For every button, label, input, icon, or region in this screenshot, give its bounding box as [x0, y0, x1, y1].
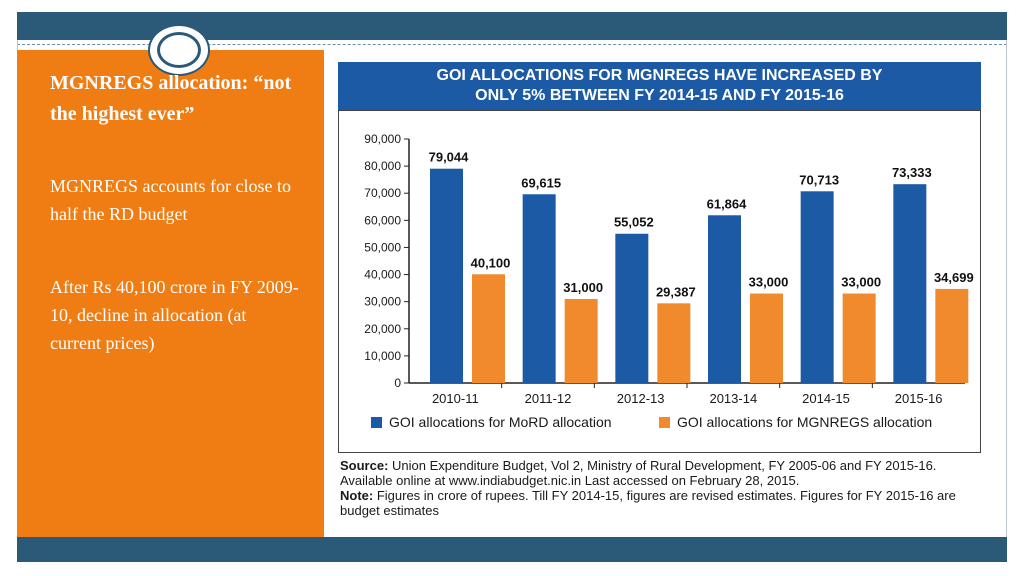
y-tick-label: 0 — [394, 376, 401, 390]
x-tick-label: 2012-13 — [617, 391, 665, 406]
y-tick-label: 40,000 — [364, 268, 401, 282]
bar-mgnregs — [935, 288, 969, 383]
y-tick-label: 10,000 — [364, 349, 401, 363]
bullet-paragraph-2: After Rs 40,100 crore in FY 2009-10, dec… — [50, 277, 299, 353]
left-panel — [17, 50, 324, 537]
bar-mord — [893, 184, 927, 383]
data-label: 33,000 — [841, 275, 881, 290]
data-label: 34,699 — [934, 270, 974, 285]
data-label: 61,864 — [707, 196, 748, 211]
y-tick-label: 80,000 — [364, 159, 401, 173]
bar-mgnregs — [472, 274, 505, 383]
figures-note: Note: Figures in crore of rupees. Till F… — [340, 488, 985, 518]
note-label: Note: — [340, 488, 374, 503]
data-label: 40,100 — [471, 255, 511, 270]
legend-swatch-mgnregs — [659, 417, 670, 428]
chart-title: GOI ALLOCATIONS FOR MGNREGS HAVE INCREAS… — [338, 62, 981, 110]
data-label: 33,000 — [749, 275, 789, 290]
bar-chart: 0 10,000 20,000 30,000 40,000 50,000 60,000 70,… — [364, 132, 974, 430]
bar-mord — [708, 215, 741, 383]
x-tick-label: 2014-15 — [802, 391, 850, 406]
x-tick-label: 2010-11 — [432, 391, 479, 406]
bullet-paragraph-1: MGNREGS accounts for close to half the R… — [50, 176, 291, 224]
ring-ornament-icon — [148, 24, 210, 76]
source-label: Source: — [340, 458, 389, 473]
data-label: 31,000 — [563, 280, 603, 295]
bar-mord — [615, 233, 649, 383]
bar-mgnregs — [842, 293, 876, 383]
footer-bar — [17, 537, 1007, 562]
legend-label-mgnregs: GOI allocations for MGNREGS allocation — [677, 414, 932, 430]
data-label: 79,044 — [429, 150, 470, 165]
bar-mord — [800, 191, 834, 383]
chart-notes: Source: Union Expenditure Budget, Vol 2,… — [340, 458, 985, 518]
data-label: 69,615 — [521, 175, 561, 190]
y-tick-label: 30,000 — [364, 295, 401, 309]
note-text: Figures in crore of rupees. Till FY 2014… — [340, 488, 956, 518]
data-label: 73,333 — [892, 165, 932, 180]
legend-swatch-mord — [371, 417, 382, 428]
header-divider — [17, 44, 1007, 45]
bar-mord — [522, 194, 556, 383]
data-label: 29,387 — [656, 284, 696, 299]
chart-container: 0 10,000 20,000 30,000 40,000 50,000 60,000 70,… — [338, 110, 981, 453]
slide-title: MGNREGS allocation: “not the highest eve… — [50, 72, 292, 125]
bar-mgnregs — [564, 298, 598, 383]
chart-title-line-1: GOI ALLOCATIONS FOR MGNREGS HAVE INCREAS… — [436, 67, 883, 84]
x-tick-label: 2013-14 — [709, 391, 757, 406]
data-label: 55,052 — [614, 215, 654, 230]
y-tick-label: 50,000 — [364, 240, 401, 254]
source-note: Source: Union Expenditure Budget, Vol 2,… — [340, 458, 985, 488]
bar-mgnregs — [750, 293, 783, 383]
x-tick-label: 2015-16 — [895, 391, 943, 406]
bar-mord — [430, 168, 463, 383]
chart-title-line-2: ONLY 5% BETWEEN FY 2014-15 AND FY 2015-1… — [475, 87, 844, 104]
bar-mgnregs — [657, 303, 691, 383]
y-tick-label: 70,000 — [364, 186, 401, 200]
y-tick-label: 90,000 — [364, 132, 401, 146]
y-tick-label: 20,000 — [364, 322, 401, 336]
legend-label-mord: GOI allocations for MoRD allocation — [389, 414, 612, 430]
data-label: 70,713 — [799, 172, 839, 187]
y-tick-label: 60,000 — [364, 213, 401, 227]
source-text: Union Expenditure Budget, Vol 2, Ministr… — [340, 458, 937, 488]
x-tick-label: 2011-12 — [525, 391, 572, 406]
